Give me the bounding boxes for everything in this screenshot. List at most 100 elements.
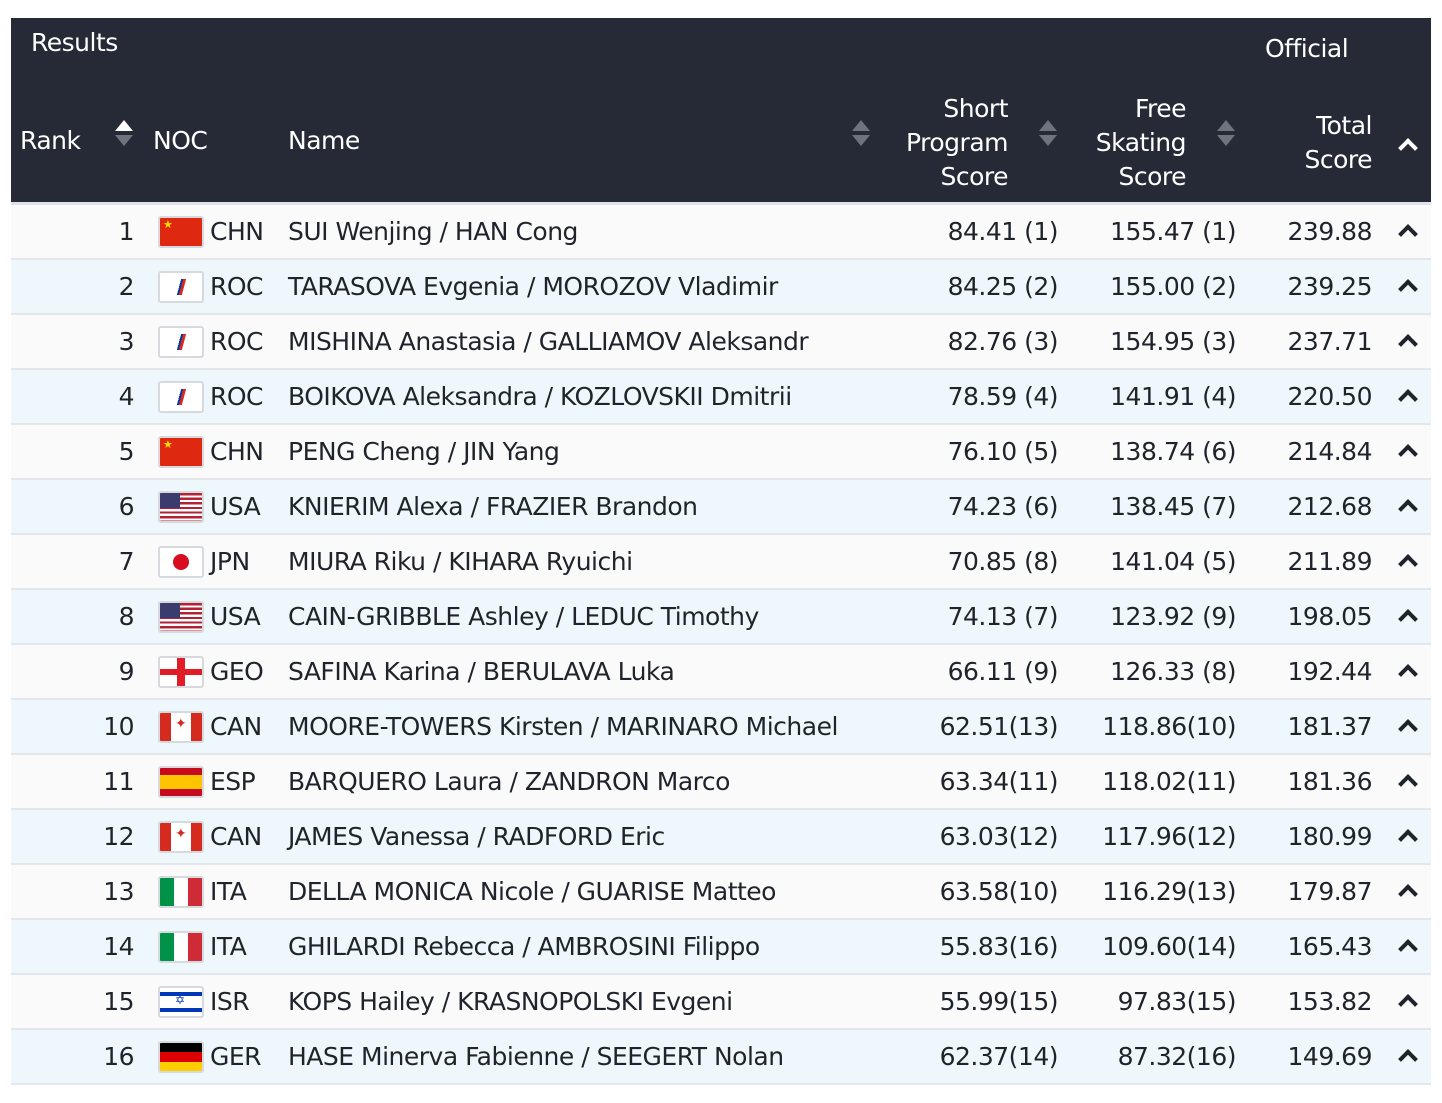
table-row[interactable]: 14 ITA GHILARDI Rebecca / AMBROSINI Fili… — [11, 920, 1431, 975]
chevron-up-icon[interactable] — [1398, 389, 1418, 409]
athlete-names[interactable]: MIURA Riku / KIHARA Ryuichi — [288, 547, 633, 576]
col-total-line: Score — [1304, 145, 1372, 174]
athlete-names[interactable]: HASE Minerva Fabienne / SEEGERT Nolan — [288, 1042, 784, 1071]
table-row[interactable]: 13 ITA DELLA MONICA Nicole / GUARISE Mat… — [11, 865, 1431, 920]
table-row[interactable]: 4 ROC BOIKOVA Aleksandra / KOZLOVSKII Dm… — [11, 370, 1431, 425]
total-score: 237.71 — [1287, 327, 1373, 356]
athlete-names[interactable]: MISHINA Anastasia / GALLIAMOV Aleksandr — [288, 327, 809, 356]
chevron-up-icon[interactable] — [1398, 609, 1418, 629]
athlete-names[interactable]: DELLA MONICA Nicole / GUARISE Matteo — [288, 877, 776, 906]
total-score: 149.69 — [1287, 1042, 1373, 1071]
noc-code: GEO — [210, 657, 264, 686]
chevron-up-icon[interactable] — [1398, 719, 1418, 739]
table-row[interactable]: 6 USA KNIERIM Alexa / FRAZIER Brandon 74… — [11, 480, 1431, 535]
col-noc[interactable]: NOC — [153, 126, 208, 155]
athlete-names[interactable]: BOIKOVA Aleksandra / KOZLOVSKII Dmitrii — [288, 382, 792, 411]
rank: 10 — [103, 712, 134, 741]
sort-free-skating-icon[interactable] — [1217, 120, 1235, 150]
table-row[interactable]: 16 GER HASE Minerva Fabienne / SEEGERT N… — [11, 1030, 1431, 1085]
sort-short-program-icon[interactable] — [1039, 120, 1057, 150]
total-score: 181.37 — [1287, 712, 1373, 741]
table-row[interactable]: 9 GEO SAFINA Karina / BERULAVA Luka 66.1… — [11, 645, 1431, 700]
chevron-up-icon[interactable] — [1398, 224, 1418, 244]
total-score: 198.05 — [1287, 602, 1373, 631]
col-rank[interactable]: Rank — [20, 126, 81, 155]
noc-code: ESP — [210, 767, 256, 796]
athlete-names[interactable]: CAIN-GRIBBLE Ashley / LEDUC Timothy — [288, 602, 759, 631]
rank: 5 — [118, 437, 135, 466]
col-total-line: Total — [1316, 111, 1372, 140]
rank: 14 — [103, 932, 134, 961]
athlete-names[interactable]: BARQUERO Laura / ZANDRON Marco — [288, 767, 730, 796]
flag-ger-icon — [158, 1041, 204, 1073]
table-row[interactable]: 1 CHN SUI Wenjing / HAN Cong 84.41 (1) 1… — [11, 205, 1431, 260]
results-title: Results — [31, 28, 118, 57]
athlete-names[interactable]: SAFINA Karina / BERULAVA Luka — [288, 657, 675, 686]
free-skating-score: 138.45 (7) — [1110, 492, 1236, 521]
table-row[interactable]: 5 CHN PENG Cheng / JIN Yang 76.10 (5) 13… — [11, 425, 1431, 480]
athlete-names[interactable]: PENG Cheng / JIN Yang — [288, 437, 560, 466]
chevron-up-icon[interactable] — [1398, 774, 1418, 794]
sort-rank-icon[interactable] — [115, 120, 133, 150]
chevron-up-icon[interactable] — [1398, 829, 1418, 849]
free-skating-score: 154.95 (3) — [1110, 327, 1236, 356]
chevron-up-icon[interactable] — [1398, 444, 1418, 464]
free-skating-score: 123.92 (9) — [1110, 602, 1236, 631]
table-row[interactable]: 2 ROC TARASOVA Evgenia / MOROZOV Vladimi… — [11, 260, 1431, 315]
flag-can-icon — [158, 711, 204, 743]
table-row[interactable]: 11 ESP BARQUERO Laura / ZANDRON Marco 63… — [11, 755, 1431, 810]
rank: 15 — [103, 987, 134, 1016]
table-row[interactable]: 7 JPN MIURA Riku / KIHARA Ryuichi 70.85 … — [11, 535, 1431, 590]
sort-name-icon[interactable] — [852, 120, 870, 150]
chevron-up-icon[interactable] — [1398, 138, 1418, 158]
free-skating-score: 138.74 (6) — [1110, 437, 1236, 466]
athlete-names[interactable]: MOORE-TOWERS Kirsten / MARINARO Michael — [288, 712, 838, 741]
short-program-score: 74.23 (6) — [947, 492, 1059, 521]
total-score: 179.87 — [1287, 877, 1373, 906]
free-skating-score: 155.47 (1) — [1110, 217, 1236, 246]
flag-jpn-icon — [158, 546, 204, 578]
short-program-score: 76.10 (5) — [947, 437, 1059, 466]
table-row[interactable]: 15 ISR KOPS Hailey / KRASNOPOLSKI Evgeni… — [11, 975, 1431, 1030]
table-header: Results Official Rank NOC Name Short Prog… — [11, 18, 1431, 205]
rank: 9 — [118, 657, 135, 686]
free-skating-score: 141.04 (5) — [1110, 547, 1236, 576]
col-free-skating[interactable]: Free Skating Score — [1096, 92, 1187, 194]
short-program-score: 63.03(12) — [939, 822, 1059, 851]
short-program-score: 84.25 (2) — [947, 272, 1059, 301]
flag-usa-icon — [158, 601, 204, 633]
rank: 8 — [118, 602, 135, 631]
athlete-names[interactable]: KNIERIM Alexa / FRAZIER Brandon — [288, 492, 698, 521]
chevron-up-icon[interactable] — [1398, 554, 1418, 574]
athlete-names[interactable]: JAMES Vanessa / RADFORD Eric — [288, 822, 665, 851]
chevron-up-icon[interactable] — [1398, 1049, 1418, 1069]
chevron-up-icon[interactable] — [1398, 334, 1418, 354]
chevron-up-icon[interactable] — [1398, 884, 1418, 904]
free-skating-score: 118.02(11) — [1102, 767, 1236, 796]
rank: 2 — [118, 272, 135, 301]
short-program-score: 55.83(16) — [939, 932, 1059, 961]
chevron-up-icon[interactable] — [1398, 994, 1418, 1014]
total-score: 153.82 — [1287, 987, 1373, 1016]
table-row[interactable]: 3 ROC MISHINA Anastasia / GALLIAMOV Alek… — [11, 315, 1431, 370]
short-program-score: 63.34(11) — [939, 767, 1059, 796]
athlete-names[interactable]: TARASOVA Evgenia / MOROZOV Vladimir — [288, 272, 778, 301]
table-row[interactable]: 8 USA CAIN-GRIBBLE Ashley / LEDUC Timoth… — [11, 590, 1431, 645]
col-fs-line: Score — [1118, 162, 1186, 191]
athlete-names[interactable]: GHILARDI Rebecca / AMBROSINI Filippo — [288, 932, 760, 961]
rank: 11 — [103, 767, 134, 796]
chevron-up-icon[interactable] — [1398, 279, 1418, 299]
short-program-score: 78.59 (4) — [947, 382, 1059, 411]
col-name[interactable]: Name — [288, 126, 360, 155]
athlete-names[interactable]: KOPS Hailey / KRASNOPOLSKI Evgeni — [288, 987, 733, 1016]
col-short-program[interactable]: Short Program Score — [906, 92, 1008, 194]
col-total-score[interactable]: Total Score — [1304, 109, 1372, 177]
chevron-up-icon[interactable] — [1398, 499, 1418, 519]
noc-code: CAN — [210, 712, 262, 741]
athlete-names[interactable]: SUI Wenjing / HAN Cong — [288, 217, 578, 246]
chevron-up-icon[interactable] — [1398, 664, 1418, 684]
table-row[interactable]: 12 CAN JAMES Vanessa / RADFORD Eric 63.0… — [11, 810, 1431, 865]
flag-geo-icon — [158, 656, 204, 688]
chevron-up-icon[interactable] — [1398, 939, 1418, 959]
table-row[interactable]: 10 CAN MOORE-TOWERS Kirsten / MARINARO M… — [11, 700, 1431, 755]
